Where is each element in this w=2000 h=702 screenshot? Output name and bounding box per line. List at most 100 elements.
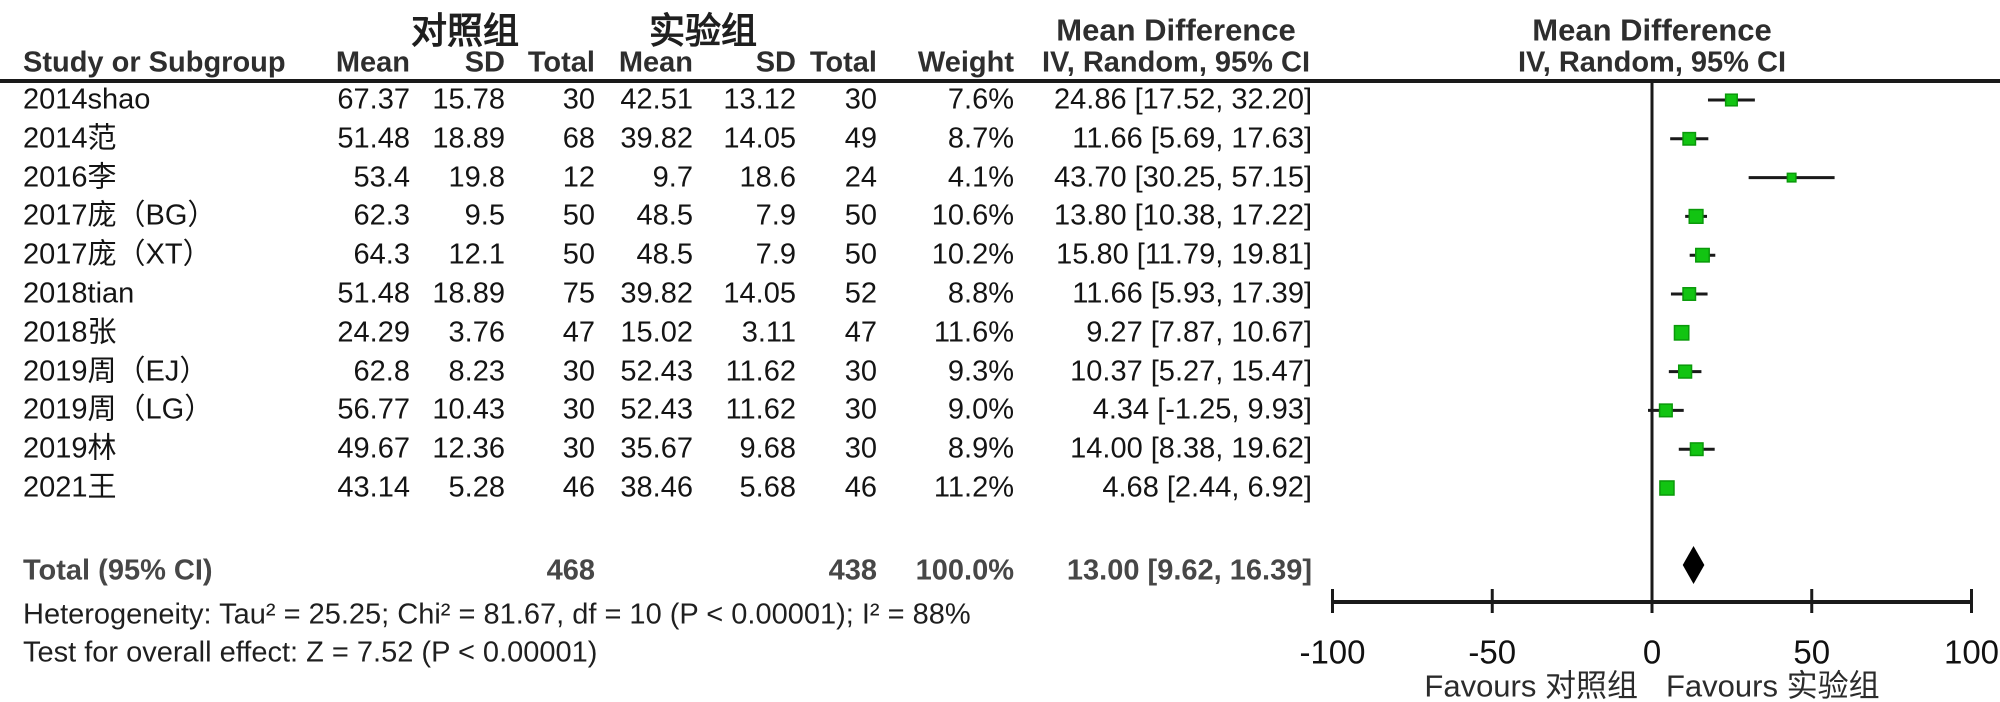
study-cell-mean_c: 49.67 xyxy=(337,432,410,465)
study-cell-md_text: 10.37 [5.27, 15.47] xyxy=(1070,355,1312,388)
study-cell-md_text: 9.27 [7.87, 10.67] xyxy=(1086,316,1312,349)
study-cell-total_c: 75 xyxy=(562,277,595,310)
study-cell-total_e: 30 xyxy=(844,83,877,116)
study-label: 2017庞（BG） xyxy=(23,199,217,232)
study-label: 2019林 xyxy=(23,432,117,465)
study-cell-total_c: 46 xyxy=(562,471,595,504)
study-cell-sd_c: 19.8 xyxy=(448,161,505,194)
study-cell-total_e: 52 xyxy=(844,277,877,310)
study-cell-mean_c: 24.29 xyxy=(337,316,410,349)
study-label: 2016李 xyxy=(23,161,117,194)
study-cell-weight: 9.0% xyxy=(947,393,1014,426)
study-cell-sd_e: 14.05 xyxy=(723,122,796,155)
study-cell-total_c: 30 xyxy=(562,83,595,116)
study-cell-md_text: 15.80 [11.79, 19.81] xyxy=(1056,238,1312,271)
control-group-header: 对照组 xyxy=(410,10,520,51)
column-header-total-exp: Total xyxy=(809,46,877,79)
study-cell-total_c: 47 xyxy=(562,316,595,349)
study-label: 2019周（LG） xyxy=(23,393,214,426)
experimental-group-header: 实验组 xyxy=(648,10,758,51)
study-cell-weight: 10.2% xyxy=(931,238,1014,271)
effect-square xyxy=(1688,208,1704,224)
column-header-mean-control: Mean xyxy=(335,46,410,79)
study-cell-mean_c: 51.48 xyxy=(337,277,410,310)
study-cell-mean_e: 39.82 xyxy=(620,277,693,310)
heterogeneity-stats: Heterogeneity: Tau² = 25.25; Chi² = 81.6… xyxy=(23,598,971,631)
study-cell-weight: 7.6% xyxy=(947,83,1014,116)
study-cell-sd_c: 8.23 xyxy=(448,355,505,388)
md-column-header-line1: Mean Difference xyxy=(1056,12,1296,48)
effect-square xyxy=(1673,324,1690,341)
study-cell-mean_e: 48.5 xyxy=(636,199,693,232)
study-cell-md_text: 13.80 [10.38, 17.22] xyxy=(1054,199,1312,232)
study-cell-mean_c: 53.4 xyxy=(353,161,410,194)
study-label: 2019周（EJ） xyxy=(23,355,209,388)
study-cell-weight: 8.7% xyxy=(947,122,1014,155)
axis-tick-label: -50 xyxy=(1468,633,1517,671)
study-cell-sd_e: 7.9 xyxy=(755,199,796,232)
study-cell-sd_e: 13.12 xyxy=(723,83,796,116)
effect-square xyxy=(1695,247,1710,263)
total-exp-n: 438 xyxy=(828,554,877,587)
total-weight: 100.0% xyxy=(915,554,1014,587)
study-cell-sd_e: 11.62 xyxy=(725,393,796,426)
study-cell-mean_e: 38.46 xyxy=(620,471,693,504)
column-header-sd-control: SD xyxy=(464,46,505,79)
column-header-study: Study or Subgroup xyxy=(23,46,286,79)
study-cell-md_text: 4.34 [-1.25, 9.93] xyxy=(1092,393,1312,426)
md-plot-header-line2: IV, Random, 95% CI xyxy=(1517,46,1787,79)
study-cell-sd_c: 5.28 xyxy=(448,471,505,504)
study-cell-total_c: 50 xyxy=(562,238,595,271)
effect-square xyxy=(1677,364,1693,379)
study-cell-total_c: 30 xyxy=(562,393,595,426)
study-cell-total_c: 68 xyxy=(562,122,595,155)
study-cell-md_text: 11.66 [5.69, 17.63] xyxy=(1072,122,1312,155)
study-cell-weight: 9.3% xyxy=(947,355,1014,388)
study-cell-md_text: 24.86 [17.52, 32.20] xyxy=(1054,83,1312,116)
favours-left-label: Favours 对照组 xyxy=(1424,668,1638,702)
study-cell-mean_e: 52.43 xyxy=(620,355,693,388)
study-cell-sd_c: 15.78 xyxy=(432,83,505,116)
study-cell-mean_e: 9.7 xyxy=(652,161,693,194)
study-cell-mean_c: 62.3 xyxy=(353,199,410,232)
study-cell-sd_e: 7.9 xyxy=(755,238,796,271)
column-header-total-control: Total xyxy=(527,46,595,79)
study-cell-mean_e: 42.51 xyxy=(620,83,693,116)
study-cell-sd_c: 3.76 xyxy=(448,316,505,349)
study-label: 2018张 xyxy=(23,316,117,349)
md-column-header-line2: IV, Random, 95% CI xyxy=(1041,46,1311,79)
study-cell-sd_c: 9.5 xyxy=(464,199,505,232)
favours-right-label: Favours 实验组 xyxy=(1666,668,1880,702)
effect-square xyxy=(1659,480,1675,496)
md-plot-header-line1: Mean Difference xyxy=(1532,12,1772,48)
study-cell-mean_c: 51.48 xyxy=(337,122,410,155)
header-divider xyxy=(0,79,2000,83)
total-row-label: Total (95% CI) xyxy=(23,554,213,587)
study-cell-md_text: 14.00 [8.38, 19.62] xyxy=(1070,432,1312,465)
study-cell-total_e: 50 xyxy=(844,238,877,271)
study-cell-sd_e: 5.68 xyxy=(739,471,796,504)
study-label: 2018tian xyxy=(23,277,135,310)
axis-tick-label: 50 xyxy=(1793,633,1831,671)
study-cell-mean_c: 62.8 xyxy=(353,355,410,388)
study-cell-mean_c: 56.77 xyxy=(337,393,410,426)
study-cell-total_e: 24 xyxy=(844,161,877,194)
study-cell-total_e: 46 xyxy=(844,471,877,504)
study-cell-mean_c: 64.3 xyxy=(353,238,410,271)
effect-square xyxy=(1682,131,1697,146)
study-cell-mean_e: 35.67 xyxy=(620,432,693,465)
study-cell-sd_e: 18.6 xyxy=(739,161,796,194)
study-cell-total_c: 30 xyxy=(562,432,595,465)
axis-tick-label: 0 xyxy=(1642,633,1662,671)
study-cell-sd_e: 11.62 xyxy=(725,355,796,388)
study-cell-md_text: 4.68 [2.44, 6.92] xyxy=(1102,471,1312,504)
study-cell-sd_e: 14.05 xyxy=(723,277,796,310)
study-cell-sd_c: 12.36 xyxy=(432,432,505,465)
study-cell-total_e: 49 xyxy=(844,122,877,155)
study-cell-sd_c: 10.43 xyxy=(432,393,505,426)
effect-square xyxy=(1724,93,1738,107)
study-cell-md_text: 43.70 [30.25, 57.15] xyxy=(1054,161,1312,194)
study-cell-mean_e: 39.82 xyxy=(620,122,693,155)
